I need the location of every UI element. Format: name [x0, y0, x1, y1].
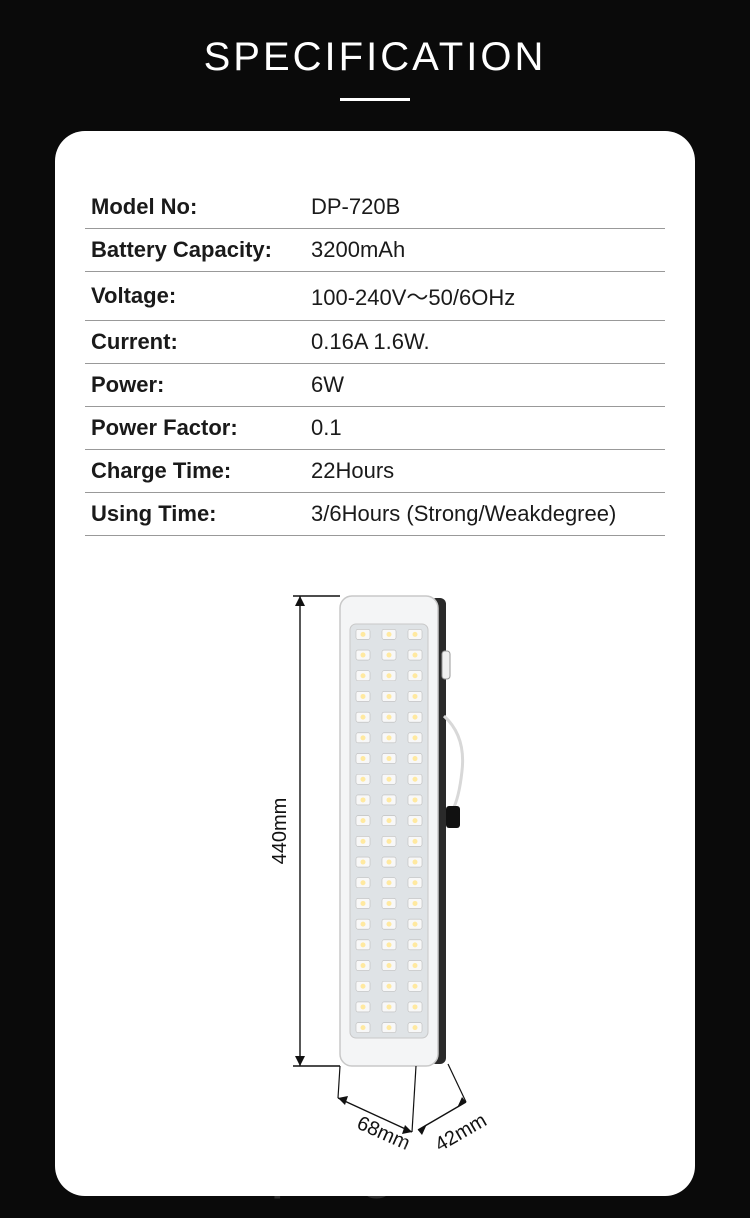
spec-label: Power:	[85, 364, 305, 407]
spec-label: Using Time:	[85, 493, 305, 536]
svg-text:440mm: 440mm	[269, 798, 291, 865]
table-row: Current:0.16A 1.6W.	[85, 321, 665, 364]
header: SPECIFICATION	[0, 0, 750, 101]
spec-card: Model No:DP-720BBattery Capacity:3200mAh…	[55, 131, 695, 1196]
spec-value: 6W	[305, 364, 665, 407]
title-underline	[340, 98, 410, 101]
table-row: Power Factor:0.1	[85, 407, 665, 450]
spec-value: 100-240V～50/6OHz	[305, 272, 665, 321]
table-row: Battery Capacity:3200mAh	[85, 229, 665, 272]
table-row: Voltage:100-240V～50/6OHz	[85, 272, 665, 321]
spec-value: 0.16A 1.6W.	[305, 321, 665, 364]
spec-label: Voltage:	[85, 272, 305, 321]
spec-value: 22Hours	[305, 450, 665, 493]
table-row: Power:6W	[85, 364, 665, 407]
table-row: Model No:DP-720B	[85, 186, 665, 229]
spec-label: Battery Capacity:	[85, 229, 305, 272]
spec-value: 3200mAh	[305, 229, 665, 272]
spec-label: Model No:	[85, 186, 305, 229]
table-row: Charge Time:22Hours	[85, 450, 665, 493]
spec-label: Charge Time:	[85, 450, 305, 493]
spec-label: Power Factor:	[85, 407, 305, 450]
table-row: Using Time:3/6Hours (Strong/Weakdegree)	[85, 493, 665, 536]
spec-value: 3/6Hours (Strong/Weakdegree)	[305, 493, 665, 536]
page-title: SPECIFICATION	[0, 35, 750, 80]
spec-value: DP-720B	[305, 186, 665, 229]
spec-value: 0.1	[305, 407, 665, 450]
spec-label: Current:	[85, 321, 305, 364]
spec-table: Model No:DP-720BBattery Capacity:3200mAh…	[85, 186, 665, 536]
product-diagram: 440mm68mm42mm	[85, 581, 665, 1171]
